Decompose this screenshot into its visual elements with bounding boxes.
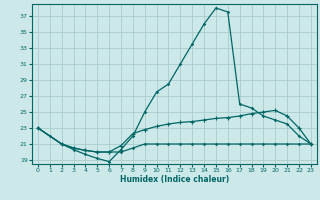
X-axis label: Humidex (Indice chaleur): Humidex (Indice chaleur)	[120, 175, 229, 184]
